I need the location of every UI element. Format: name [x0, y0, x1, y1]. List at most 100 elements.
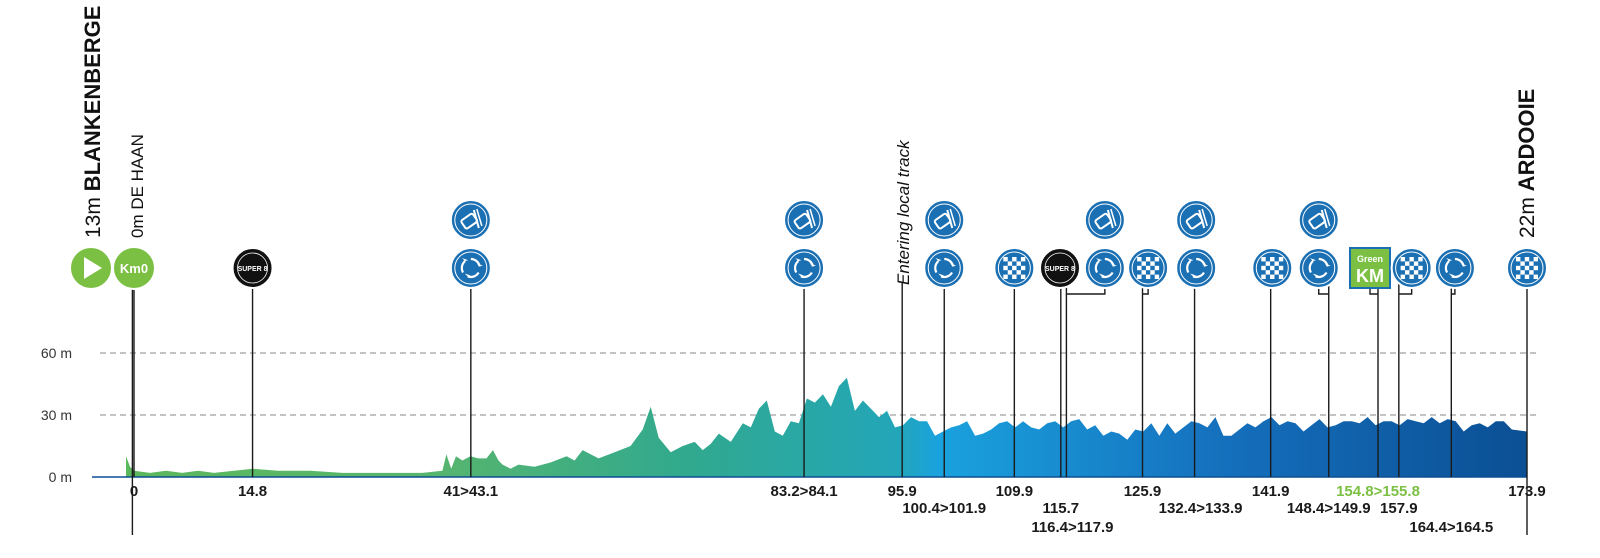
icon-ring: [787, 251, 821, 285]
place-km0-label-part: 0m: [128, 210, 147, 238]
checker-square: [1278, 257, 1284, 262]
checker-square: [1012, 274, 1017, 279]
icon-disc: [1038, 247, 1081, 289]
km-label: 0: [130, 483, 138, 500]
marker-connector: [1398, 288, 1413, 295]
icon-ring: [454, 251, 488, 285]
icon-ring: [927, 251, 961, 285]
icon-ring: [1179, 203, 1213, 237]
icon-ring: [1302, 203, 1336, 237]
km-label: 164.4>164.5: [1409, 519, 1493, 536]
icon-ring: [927, 203, 961, 237]
play-triangle: [84, 257, 102, 279]
recycle-arrow: [1186, 260, 1192, 274]
checker-square: [1261, 265, 1266, 271]
marker-stems: [131, 268, 1528, 535]
checker-square: [1261, 274, 1266, 279]
place-start-label-part: 13m: [82, 191, 105, 238]
checker-square: [1137, 265, 1142, 271]
checker-square: [1520, 270, 1525, 275]
marker-connector: [1142, 288, 1149, 295]
checker-square: [1141, 261, 1146, 266]
recycle-arrowhead: [1446, 258, 1453, 262]
green-km-box: [1348, 247, 1391, 289]
checker-square: [1012, 265, 1017, 271]
recycle-arrowhead: [462, 258, 469, 262]
marker-connector: [1451, 288, 1456, 295]
icon-ring: [1302, 251, 1336, 285]
km-label: 157.9: [1380, 500, 1418, 517]
icon-disc: [923, 199, 966, 241]
checker-square: [1150, 270, 1155, 275]
recycle-arrowhead: [464, 273, 471, 277]
checker-square: [1150, 261, 1155, 266]
y-tick-label: 30 m: [41, 407, 72, 423]
km-label: 148.4>149.9: [1287, 500, 1371, 517]
checker-square: [1516, 257, 1521, 262]
y-tick-label: 60 m: [41, 345, 72, 361]
icon-ring: [1088, 203, 1122, 237]
recycle-zone-icon: [1175, 247, 1218, 289]
checker-square: [1016, 270, 1021, 275]
icon-ring: [1179, 251, 1213, 285]
recycle-arrowhead: [1096, 258, 1103, 262]
place-labels: 13m BLANKENBERGE 0m DE HAAN 22m ARDOOIE Ent…: [80, 6, 1539, 285]
feed-fork: [1198, 209, 1206, 229]
recycle-arrow: [1192, 271, 1205, 279]
green-km-top: Green: [1357, 254, 1383, 264]
icon-disc: [783, 199, 826, 241]
icon-disc: [449, 199, 492, 241]
marker-connector: [1369, 288, 1379, 295]
feed-zone-icon: [449, 199, 492, 241]
icon-disc: [1175, 247, 1218, 289]
recycle-zone-icon: [449, 247, 492, 289]
recycle-arrowhead: [797, 273, 804, 277]
checker-square: [1413, 270, 1419, 275]
checker-square: [1012, 257, 1017, 262]
checker-square: [1020, 274, 1026, 279]
checker-square: [1154, 274, 1160, 279]
elevation-area: [92, 377, 1527, 478]
recycle-arrow: [800, 271, 813, 279]
checker-square: [1524, 257, 1530, 262]
checker-square: [1265, 261, 1271, 266]
checker-square: [1141, 270, 1146, 275]
checker-square: [1007, 270, 1013, 275]
checker-square: [1145, 265, 1151, 271]
icon-ring: [997, 251, 1031, 285]
icon-ring: [1395, 251, 1429, 285]
icon-ring: [1131, 251, 1165, 285]
super8-checkpoint-icon: SUPER 8: [1038, 247, 1081, 289]
super8-checkpoint-icon: SUPER 8: [231, 247, 274, 289]
start-flag-icon: [69, 246, 113, 290]
recycle-arrowhead: [1098, 273, 1105, 277]
checker-square: [1137, 274, 1142, 279]
checker-square: [1145, 274, 1151, 279]
checker-square: [1418, 265, 1423, 271]
icon-ring: [1510, 251, 1544, 285]
checker-square: [1524, 265, 1530, 271]
icon-disc: [1083, 199, 1126, 241]
km-label: 100.4>101.9: [902, 500, 986, 517]
marker-icons: Km0 SUPER 8 SUPER 8 Green KM: [69, 199, 1548, 290]
km-label: 154.8>155.8: [1336, 483, 1420, 500]
checker-square: [1418, 274, 1423, 279]
feed-zone-icon: [1297, 199, 1340, 241]
elevation-series-area: [126, 377, 1527, 477]
km-label: 115.7: [1042, 500, 1079, 517]
checker-square: [1003, 274, 1008, 279]
icon-ring: [1438, 251, 1472, 285]
checker-square: [1003, 265, 1008, 271]
checker-square: [1261, 257, 1266, 262]
place-km0-label-part: DE HAAN: [128, 134, 147, 210]
recycle-arrowhead: [1448, 273, 1455, 277]
checker-square: [1137, 257, 1142, 262]
checker-square: [1405, 270, 1410, 275]
checker-square: [1270, 265, 1275, 271]
checker-square: [1529, 261, 1534, 266]
icon-disc: [783, 247, 826, 289]
feed-fork-tine: [1201, 208, 1208, 227]
km-label: 116.4>117.9: [1031, 519, 1113, 536]
checker-square: [1409, 274, 1414, 279]
